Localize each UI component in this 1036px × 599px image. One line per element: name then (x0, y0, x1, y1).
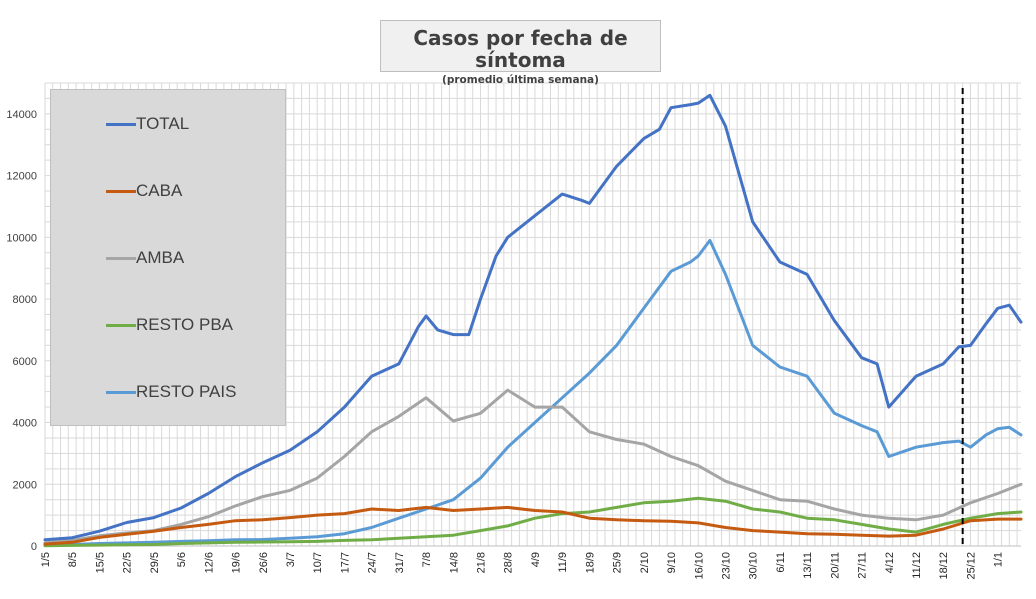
x-tick-label: 15/5 (94, 552, 106, 573)
x-tick-label: 13/11 (802, 552, 814, 579)
x-tick-label: 9/10 (666, 552, 678, 573)
series-line-resto-pba (43, 496, 1023, 548)
x-tick-label: 1/5 (40, 552, 52, 567)
y-tick-label: 2000 (13, 479, 37, 491)
x-tick-label: 17/7 (339, 552, 351, 573)
legend-item-caba: CABA (51, 180, 281, 202)
y-tick-label: 0 (31, 541, 37, 553)
x-tick-label: 24/7 (367, 552, 379, 573)
axis-layer: 0 2000 4000 6000 8000 10000 12000 14000 1/5 8/5 15… (6, 109, 1021, 580)
legend-item-amba: AMBA (51, 247, 281, 269)
chart-subtitle: (promedio última semana) (442, 74, 599, 86)
x-tick-label: 11/12 (911, 552, 923, 579)
x-tick-label: 26/6 (258, 552, 270, 573)
x-tick-label: 7/8 (421, 552, 433, 567)
legend-item-total: TOTAL (51, 113, 281, 135)
x-tick-label: 16/10 (693, 552, 705, 580)
x-tick-label: 23/10 (720, 552, 732, 580)
legend-swatch-caba (106, 190, 136, 193)
series-line-caba (43, 505, 1023, 546)
x-tick-label: 25/9 (612, 552, 624, 573)
series-layer (43, 93, 1023, 548)
legend-item-resto-pba: RESTO PBA (51, 314, 281, 336)
x-tick-label: 2/10 (639, 552, 651, 573)
chart-title-box: Casos por fecha de síntoma (promedio últ… (380, 20, 661, 86)
legend-label-resto-pba: RESTO PBA (136, 315, 233, 334)
chart-title: Casos por fecha de síntoma (413, 26, 628, 72)
x-tick-label: 22/5 (122, 552, 134, 573)
legend-item-resto-pais: RESTO PAIS (51, 381, 281, 403)
x-tick-label: 10/7 (312, 552, 324, 573)
x-tick-label: 19/6 (231, 552, 243, 573)
x-tick-label: 28/8 (503, 552, 515, 573)
legend-label-total: TOTAL (136, 114, 190, 133)
y-tick-label: 6000 (13, 356, 37, 368)
x-tick-label: 12/6 (203, 552, 215, 573)
x-tick-label: 5/6 (176, 552, 188, 567)
x-tick-label: 6/11 (775, 552, 787, 573)
x-tick-label: 8/5 (67, 552, 79, 567)
series-line-amba (43, 388, 1023, 545)
legend-swatch-resto-pba (106, 324, 136, 327)
series-line-total (43, 93, 1023, 542)
y-tick-label: 12000 (6, 171, 37, 183)
legend-swatch-amba (106, 257, 136, 260)
x-tick-label: 4/12 (884, 552, 896, 573)
x-tick-label: 25/12 (965, 552, 977, 580)
y-tick-label: 14000 (6, 109, 37, 121)
x-tick-label: 18/12 (938, 552, 950, 580)
x-tick-label: 20/11 (829, 552, 841, 579)
x-tick-label: 31/7 (394, 552, 406, 573)
x-tick-label: 27/11 (857, 552, 869, 579)
x-tick-label: 14/8 (448, 552, 460, 573)
x-tick-label: 3/7 (285, 552, 297, 567)
x-tick-label: 4/9 (530, 552, 542, 567)
legend-label-amba: AMBA (136, 248, 185, 267)
x-tick-label: 21/8 (476, 552, 488, 573)
x-tick-label: 30/10 (748, 552, 760, 580)
x-tick-label: 11/9 (557, 552, 569, 573)
series-line-resto-pais (43, 238, 1023, 547)
chart-legend: TOTAL CABA AMBA RESTO PBA RESTO PAIS (50, 89, 286, 426)
legend-swatch-resto-pais (106, 391, 136, 394)
x-tick-label: 18/9 (584, 552, 596, 573)
legend-label-resto-pais: RESTO PAIS (136, 382, 237, 401)
y-tick-label: 10000 (6, 232, 37, 244)
y-tick-label: 8000 (13, 294, 37, 306)
y-tick-label: 4000 (13, 418, 37, 430)
legend-label-caba: CABA (136, 181, 183, 200)
x-tick-label: 1/1 (993, 552, 1005, 567)
legend-swatch-total (106, 123, 136, 126)
x-tick-label: 29/5 (149, 552, 161, 573)
